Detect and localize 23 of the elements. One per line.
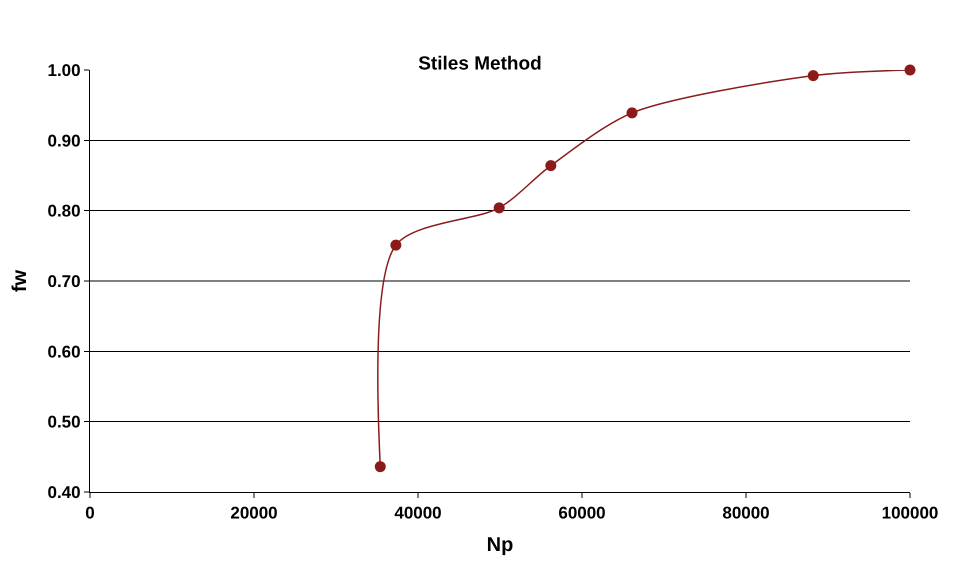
point	[904, 64, 916, 76]
point	[374, 461, 386, 472]
x-tick-label: 40000	[394, 503, 442, 522]
y-tick-label: 1.00	[48, 60, 81, 80]
y-tick-label: 0.90	[48, 131, 81, 150]
point	[626, 107, 638, 118]
point	[545, 160, 556, 172]
x-tick-label: 100000	[882, 503, 938, 522]
x-tick-label: 80000	[722, 503, 770, 522]
point	[390, 240, 402, 251]
x-axis-title: Np	[486, 534, 514, 556]
y-tick-label: 0.60	[48, 342, 81, 362]
y-tick-label: 0.70	[48, 272, 81, 291]
y-tick-label: 0.50	[48, 412, 81, 432]
x-tick-label: 0	[85, 503, 95, 522]
x-tick-label: 60000	[558, 503, 606, 522]
point	[494, 202, 505, 214]
chart-title: Stiles Method	[418, 54, 542, 74]
y-axis-title: fw	[9, 269, 32, 292]
y-tick-label: 0.80	[48, 202, 81, 221]
point	[808, 70, 819, 82]
x-tick-label: 20000	[230, 503, 278, 522]
y-tick-label: 0.40	[48, 482, 81, 502]
